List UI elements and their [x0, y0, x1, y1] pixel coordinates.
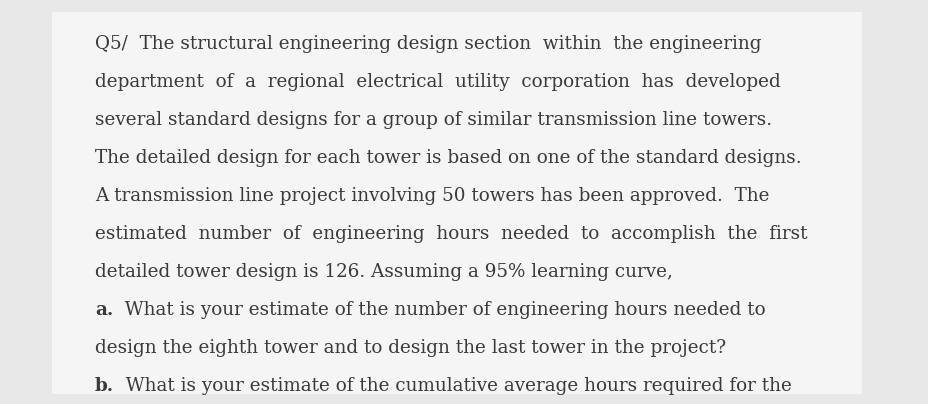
Text: What is your estimate of the cumulative average hours required for the: What is your estimate of the cumulative … — [114, 377, 792, 395]
Text: What is your estimate of the number of engineering hours needed to: What is your estimate of the number of e… — [113, 301, 765, 319]
Text: Q5/  The structural engineering design section  within  the engineering: Q5/ The structural engineering design se… — [95, 35, 761, 53]
Text: estimated  number  of  engineering  hours  needed  to  accomplish  the  first: estimated number of engineering hours ne… — [95, 225, 806, 243]
FancyBboxPatch shape — [52, 12, 861, 394]
Text: a.: a. — [95, 301, 113, 319]
Text: The detailed design for each tower is based on one of the standard designs.: The detailed design for each tower is ba… — [95, 149, 801, 167]
Text: detailed tower design is 126. Assuming a 95% learning curve,: detailed tower design is 126. Assuming a… — [95, 263, 672, 281]
Text: design the eighth tower and to design the last tower in the project?: design the eighth tower and to design th… — [95, 339, 726, 357]
Text: several standard designs for a group of similar transmission line towers.: several standard designs for a group of … — [95, 111, 771, 129]
Text: A transmission line project involving 50 towers has been approved.  The: A transmission line project involving 50… — [95, 187, 768, 205]
Text: b.: b. — [95, 377, 114, 395]
Text: department  of  a  regional  electrical  utility  corporation  has  developed: department of a regional electrical util… — [95, 73, 780, 91]
